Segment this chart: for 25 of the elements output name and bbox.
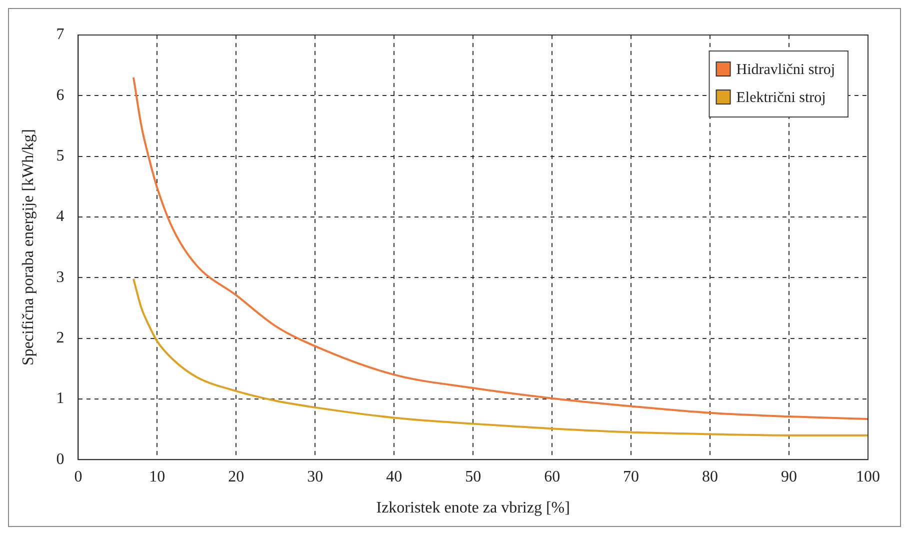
legend-label: Hidravlični stroj: [736, 62, 836, 78]
line-series: [132, 76, 868, 420]
x-tick-label: 20: [228, 468, 244, 486]
x-axis-title: Izkoristek enote za vbrizg [%]: [376, 500, 570, 517]
line-series: [132, 278, 868, 436]
x-tick-label: 0: [74, 468, 82, 486]
x-tick-label: 90: [781, 468, 798, 486]
x-tick-label: 100: [856, 468, 880, 486]
y-tick-label: 3: [56, 268, 64, 286]
x-tick-label: 10: [149, 468, 166, 486]
y-tick-label: 1: [56, 390, 64, 408]
x-tick-label: 40: [386, 468, 402, 486]
x-tick-label: 80: [702, 468, 718, 486]
y-tick-label: 7: [56, 26, 64, 44]
x-tick-label: 70: [623, 468, 640, 486]
y-tick-label: 6: [56, 86, 64, 104]
y-tick-label: 2: [56, 329, 64, 346]
y-tick-label: 5: [56, 148, 64, 165]
x-tick-label: 50: [465, 468, 482, 486]
y-tick-label: 0: [56, 450, 64, 468]
x-tick-label: 60: [544, 468, 560, 486]
y-tick-label: 4: [56, 208, 64, 226]
y-axis-title: Specifična poraba energije [kWh/kg]: [20, 129, 37, 366]
legend-label: Električni stroj: [736, 90, 826, 106]
x-tick-label: 30: [307, 468, 324, 486]
